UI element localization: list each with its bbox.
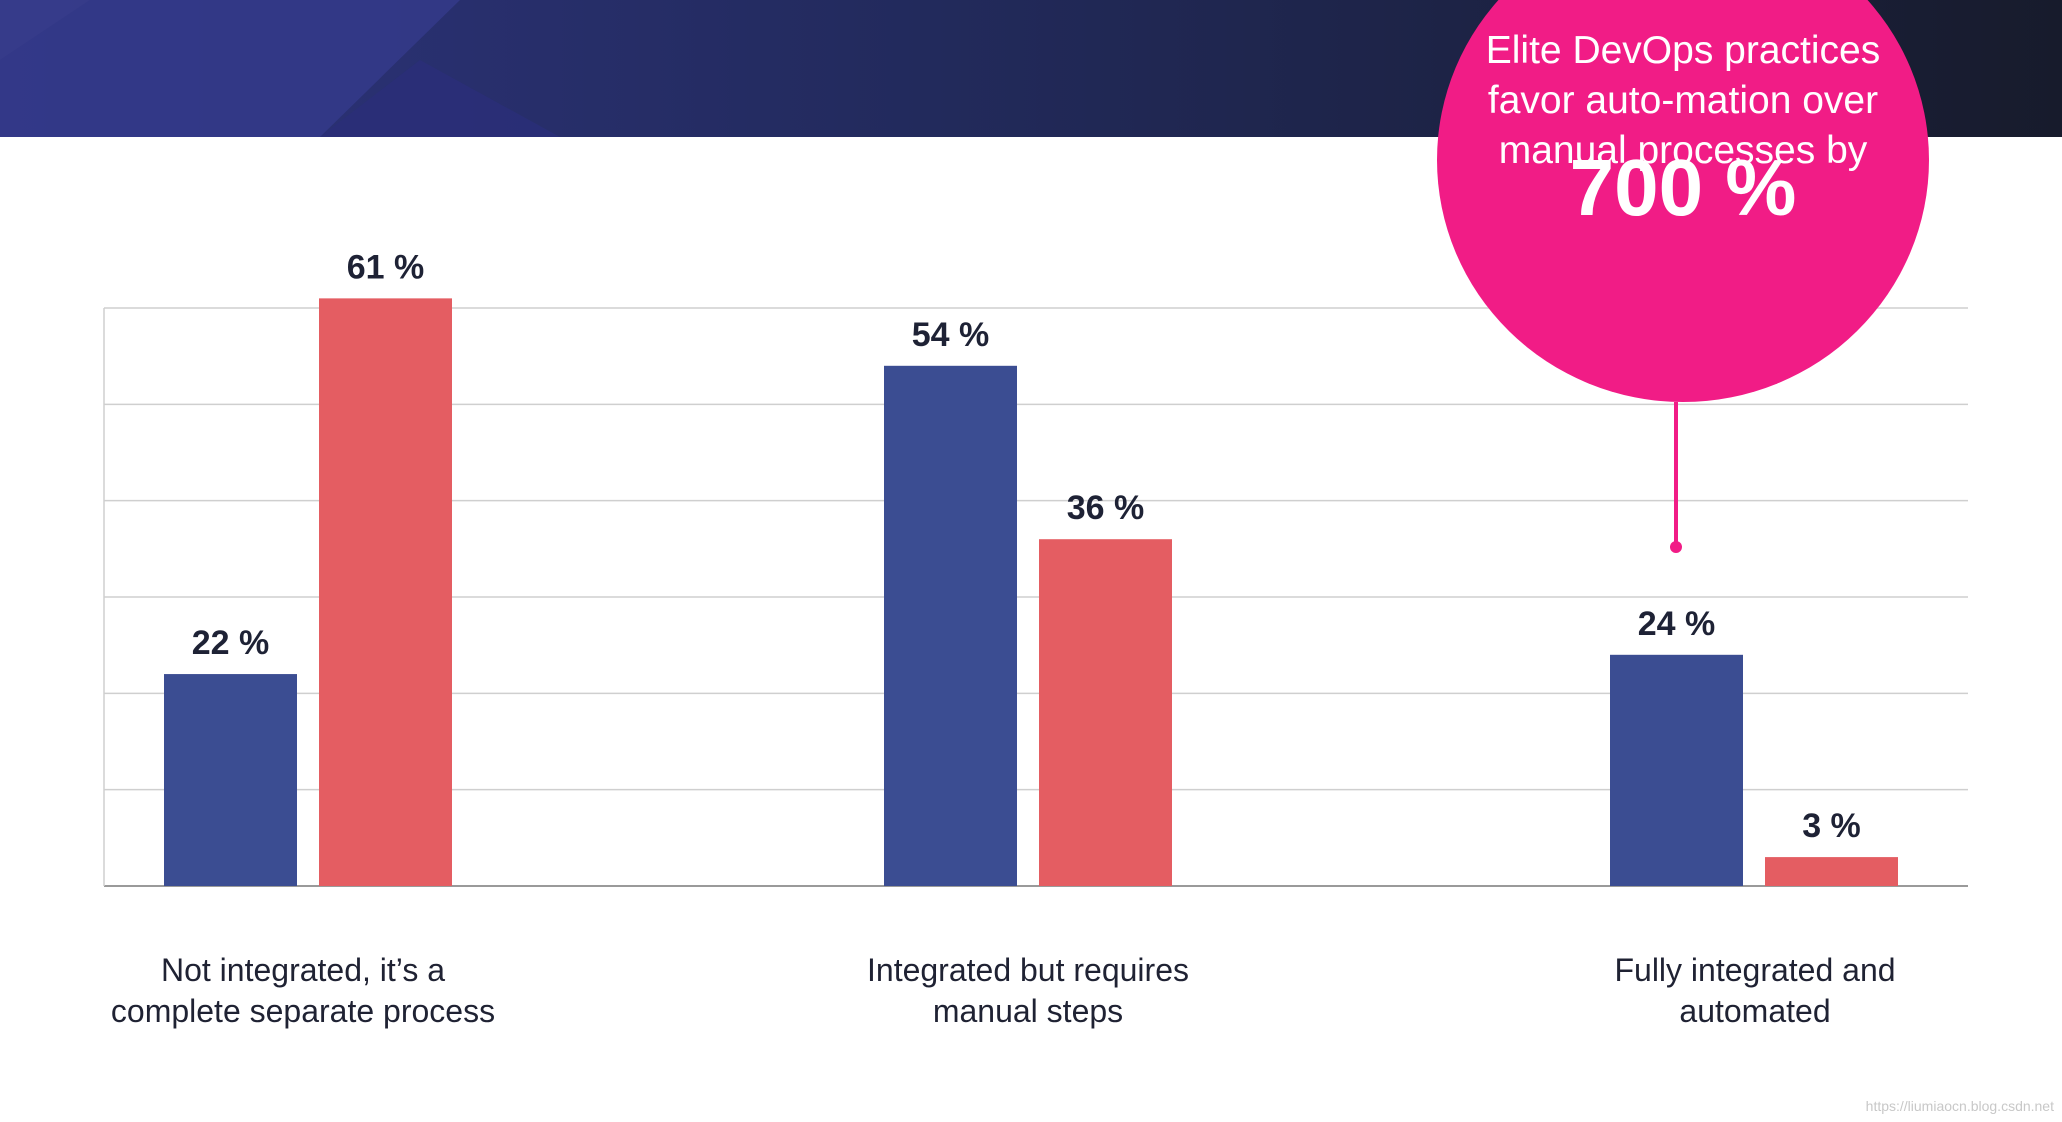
bar-label-elite-2: 24 % xyxy=(1638,605,1716,643)
bar-value-labels: 22 % 61 % 54 % 36 % 24 % 3 % xyxy=(192,248,1861,845)
bar-label-low-0: 61 % xyxy=(347,248,425,286)
category-label-integrated-manual: Integrated but requires manual steps xyxy=(867,952,1189,1029)
bar-label-low-1: 36 % xyxy=(1067,489,1145,527)
callout-connector-dot xyxy=(1670,541,1682,553)
bar-elite-2 xyxy=(1610,654,1743,886)
bar-label-low-2: 3 % xyxy=(1802,807,1861,845)
bars xyxy=(164,298,1898,886)
category-label-not-integrated: Not integrated, it’s a complete separate… xyxy=(110,952,496,1029)
bar-label-elite-1: 54 % xyxy=(912,316,990,354)
bar-low-2 xyxy=(1765,857,1898,886)
callout-text: Elite DevOps practices favor auto-mation… xyxy=(1485,29,1881,172)
bar-elite-1 xyxy=(884,365,1017,886)
callout-value: 700 % xyxy=(1569,143,1797,232)
callout-connector-line xyxy=(1674,402,1678,545)
bar-elite-0 xyxy=(164,674,297,886)
bar-low-0 xyxy=(319,298,452,886)
watermark: https://liumiaocn.blog.csdn.net xyxy=(1865,1098,2054,1114)
bar-low-1 xyxy=(1039,539,1172,886)
bar-label-elite-0: 22 % xyxy=(192,624,270,662)
category-label-fully-automated: Fully integrated and automated xyxy=(1614,952,1896,1029)
callout-circle: Elite DevOps practices favor auto-mation… xyxy=(1437,0,1929,402)
